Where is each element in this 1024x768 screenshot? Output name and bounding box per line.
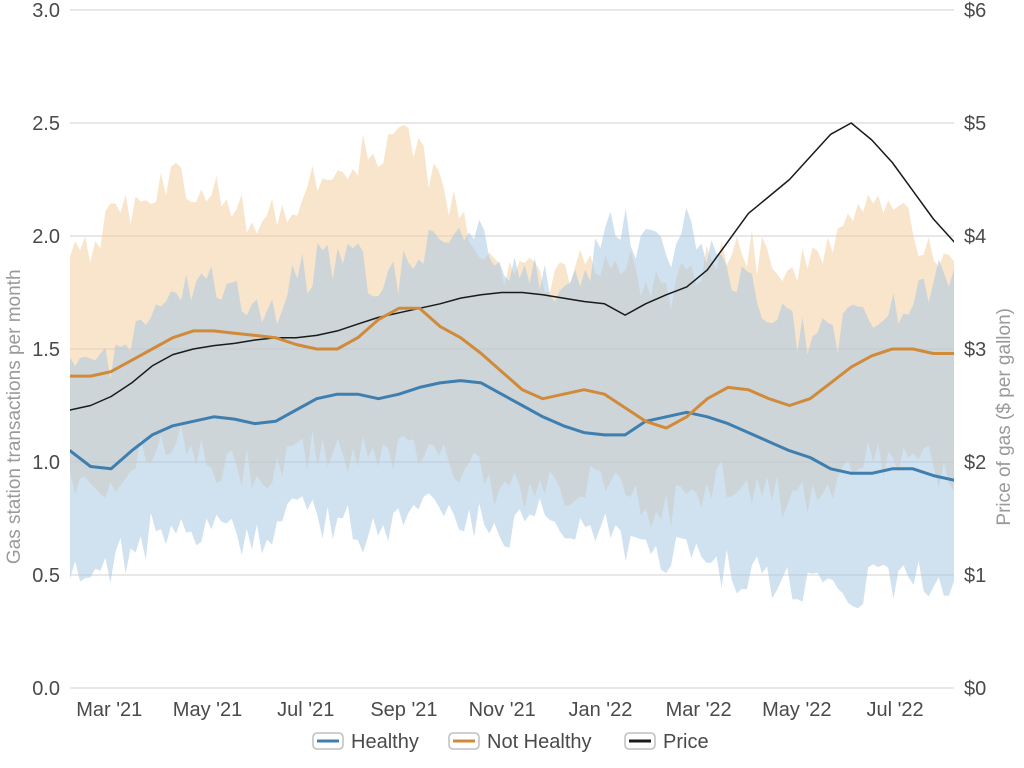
y-left-tick: 0.5 [32,565,60,587]
y-left-tick: 3.0 [32,0,60,22]
legend-item: Price [625,731,709,753]
x-tick: Sep '21 [370,699,437,721]
x-tick: May '21 [173,699,242,721]
y-left-tick: 1.0 [32,452,60,474]
y-right-title: Price of gas ($ per gallon) [994,308,1015,526]
legend-item: Healthy [313,731,419,753]
legend-item: Not Healthy [449,731,592,753]
x-tick: May '22 [762,699,831,721]
dual-axis-chart: 0.0 0.5 1.0 1.5 2.0 2.5 3.0 $0 $1 $2 $3 $4 $5 $6 Mar '… [0,0,1024,768]
y-right-tick: $4 [964,226,986,248]
legend-label: Healthy [351,731,419,753]
y-right-tick: $3 [964,339,986,361]
y-right-tick: $2 [964,452,986,474]
x-tick: Jan '22 [568,699,632,721]
x-tick: Mar '21 [76,699,142,721]
y-right-tick: $1 [964,565,986,587]
y-left-tick: 1.5 [32,339,60,361]
x-tick: Nov '21 [469,699,536,721]
y-left-tick: 0.0 [32,678,60,700]
x-tick: Jul '21 [277,699,334,721]
y-right-tick: $0 [964,678,986,700]
y-right-tick: $6 [964,0,986,22]
y-left-title: Gas station transactions per month [4,269,25,564]
x-tick: Jul '22 [866,699,923,721]
legend-label: Price [663,731,709,753]
y-left-tick: 2.0 [32,226,60,248]
legend-label: Not Healthy [487,731,592,753]
x-tick: Mar '22 [666,699,732,721]
y-right-tick: $5 [964,113,986,135]
y-left-tick: 2.5 [32,113,60,135]
